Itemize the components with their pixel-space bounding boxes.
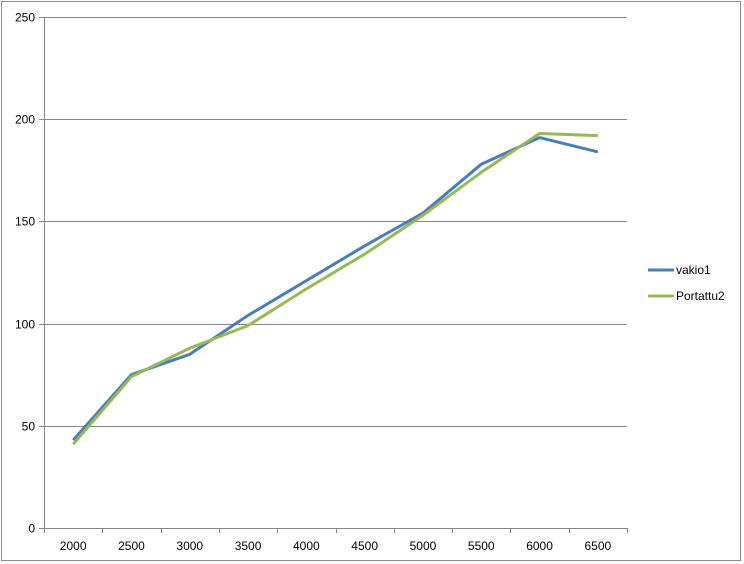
x-tick-label-4000: 4000 [293, 539, 320, 553]
y-tick-label-0: 0 [28, 522, 35, 536]
y-tick-labels: 0 50 100 150 200 250 [15, 11, 35, 536]
x-tick-label-3000: 3000 [176, 539, 203, 553]
y-tick-label-150: 150 [15, 215, 35, 229]
legend: vakio1 Portattu2 [648, 263, 725, 303]
x-tick-label-4500: 4500 [351, 539, 378, 553]
series-line-vakio1 [72, 136, 599, 442]
x-tick-label-5000: 5000 [410, 539, 437, 553]
series-line-Portattu2 [72, 132, 598, 446]
x-tick-label-3500: 3500 [235, 539, 262, 553]
series-lines [72, 132, 599, 446]
x-tick-label-2500: 2500 [118, 539, 145, 553]
x-tick-labels: 2000 2500 3000 3500 4000 4500 5000 5500 6000 6500 [60, 539, 612, 553]
y-tick-label-50: 50 [22, 420, 36, 434]
y-tick-label-200: 200 [15, 113, 35, 127]
x-tick-label-2000: 2000 [60, 539, 87, 553]
x-tick-label-6500: 6500 [584, 539, 611, 553]
legend-label-Portattu2: Portattu2 [676, 289, 725, 303]
y-tick-label-250: 250 [15, 11, 35, 25]
x-tick-label-5500: 5500 [468, 539, 495, 553]
x-tick-label-6000: 6000 [526, 539, 553, 553]
legend-label-vakio1: vakio1 [676, 263, 711, 277]
axes [39, 17, 628, 533]
gridlines [44, 17, 627, 427]
y-tick-label-100: 100 [15, 318, 35, 332]
